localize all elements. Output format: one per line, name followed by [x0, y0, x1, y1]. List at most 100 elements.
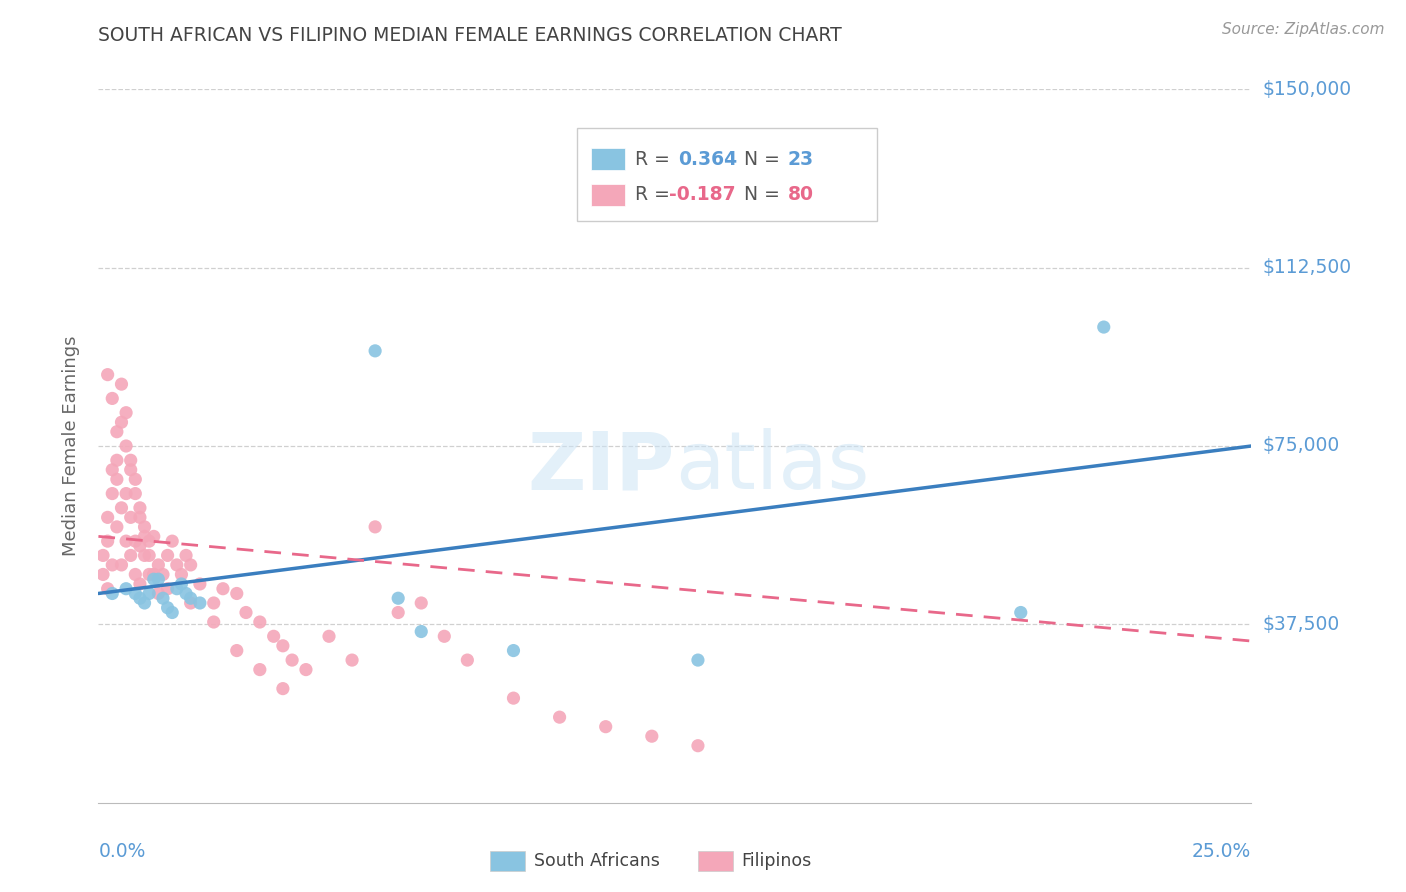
- Point: [148, 586, 170, 600]
- Point: [97, 368, 120, 382]
- Point: [120, 510, 142, 524]
- Point: [115, 534, 138, 549]
- Point: [188, 577, 211, 591]
- Point: [91, 567, 114, 582]
- Point: [124, 472, 146, 486]
- FancyBboxPatch shape: [491, 851, 524, 871]
- Y-axis label: Median Female Earnings: Median Female Earnings: [62, 335, 80, 557]
- Point: [129, 539, 152, 553]
- Point: [156, 582, 179, 596]
- Point: [97, 534, 120, 549]
- Point: [120, 453, 142, 467]
- Point: [156, 600, 179, 615]
- Point: [180, 596, 202, 610]
- Point: [502, 691, 524, 706]
- Point: [686, 653, 709, 667]
- Text: SOUTH AFRICAN VS FILIPINO MEDIAN FEMALE EARNINGS CORRELATION CHART: SOUTH AFRICAN VS FILIPINO MEDIAN FEMALE …: [98, 26, 842, 45]
- FancyBboxPatch shape: [576, 128, 877, 221]
- Point: [263, 629, 285, 643]
- FancyBboxPatch shape: [697, 851, 733, 871]
- Point: [387, 591, 409, 606]
- Text: $75,000: $75,000: [1263, 436, 1340, 456]
- Point: [271, 681, 294, 696]
- Point: [124, 586, 146, 600]
- Point: [166, 558, 188, 572]
- Point: [115, 582, 138, 596]
- Point: [115, 439, 138, 453]
- Point: [129, 591, 152, 606]
- Point: [97, 510, 120, 524]
- Point: [138, 586, 160, 600]
- Text: 0.364: 0.364: [678, 150, 738, 169]
- Text: $150,000: $150,000: [1263, 79, 1351, 99]
- Point: [456, 653, 478, 667]
- Point: [91, 549, 114, 563]
- Point: [138, 549, 160, 563]
- Text: Source: ZipAtlas.com: Source: ZipAtlas.com: [1222, 22, 1385, 37]
- Point: [148, 558, 170, 572]
- Point: [364, 343, 387, 358]
- Point: [249, 663, 271, 677]
- Text: South Africans: South Africans: [534, 852, 659, 870]
- Point: [152, 591, 174, 606]
- Text: N =: N =: [744, 186, 786, 204]
- Point: [110, 558, 132, 572]
- Point: [105, 520, 128, 534]
- FancyBboxPatch shape: [591, 184, 626, 205]
- Point: [124, 486, 146, 500]
- Point: [212, 582, 235, 596]
- Text: R =: R =: [634, 186, 675, 204]
- Point: [174, 586, 197, 600]
- Point: [115, 406, 138, 420]
- Point: [180, 591, 202, 606]
- Point: [387, 606, 409, 620]
- Point: [281, 653, 304, 667]
- Point: [129, 500, 152, 515]
- Point: [134, 529, 156, 543]
- Point: [110, 377, 132, 392]
- Point: [142, 572, 165, 586]
- Text: 80: 80: [787, 186, 814, 204]
- Text: $112,500: $112,500: [1263, 258, 1351, 277]
- Point: [433, 629, 456, 643]
- Point: [686, 739, 709, 753]
- Point: [110, 500, 132, 515]
- Point: [124, 567, 146, 582]
- Point: [364, 520, 387, 534]
- Point: [120, 463, 142, 477]
- Point: [295, 663, 318, 677]
- Point: [235, 606, 257, 620]
- Text: 0.0%: 0.0%: [98, 842, 146, 861]
- Point: [120, 549, 142, 563]
- Point: [156, 549, 179, 563]
- Point: [148, 572, 170, 586]
- Text: R =: R =: [634, 150, 675, 169]
- Text: 23: 23: [787, 150, 814, 169]
- Point: [174, 549, 197, 563]
- Point: [166, 582, 188, 596]
- Point: [641, 729, 664, 743]
- Text: atlas: atlas: [675, 428, 869, 507]
- Point: [1092, 320, 1115, 334]
- Point: [138, 567, 160, 582]
- Point: [134, 549, 156, 563]
- Point: [202, 596, 225, 610]
- Text: N =: N =: [744, 150, 786, 169]
- Point: [101, 486, 124, 500]
- Point: [101, 392, 124, 406]
- Point: [411, 596, 433, 610]
- Point: [411, 624, 433, 639]
- Point: [180, 558, 202, 572]
- Text: -0.187: -0.187: [669, 186, 735, 204]
- Point: [97, 582, 120, 596]
- Point: [502, 643, 524, 657]
- Point: [101, 558, 124, 572]
- Point: [595, 720, 617, 734]
- Point: [142, 567, 165, 582]
- Point: [105, 472, 128, 486]
- Point: [138, 534, 160, 549]
- Point: [142, 567, 165, 582]
- Text: ZIP: ZIP: [527, 428, 675, 507]
- Point: [129, 510, 152, 524]
- Point: [124, 534, 146, 549]
